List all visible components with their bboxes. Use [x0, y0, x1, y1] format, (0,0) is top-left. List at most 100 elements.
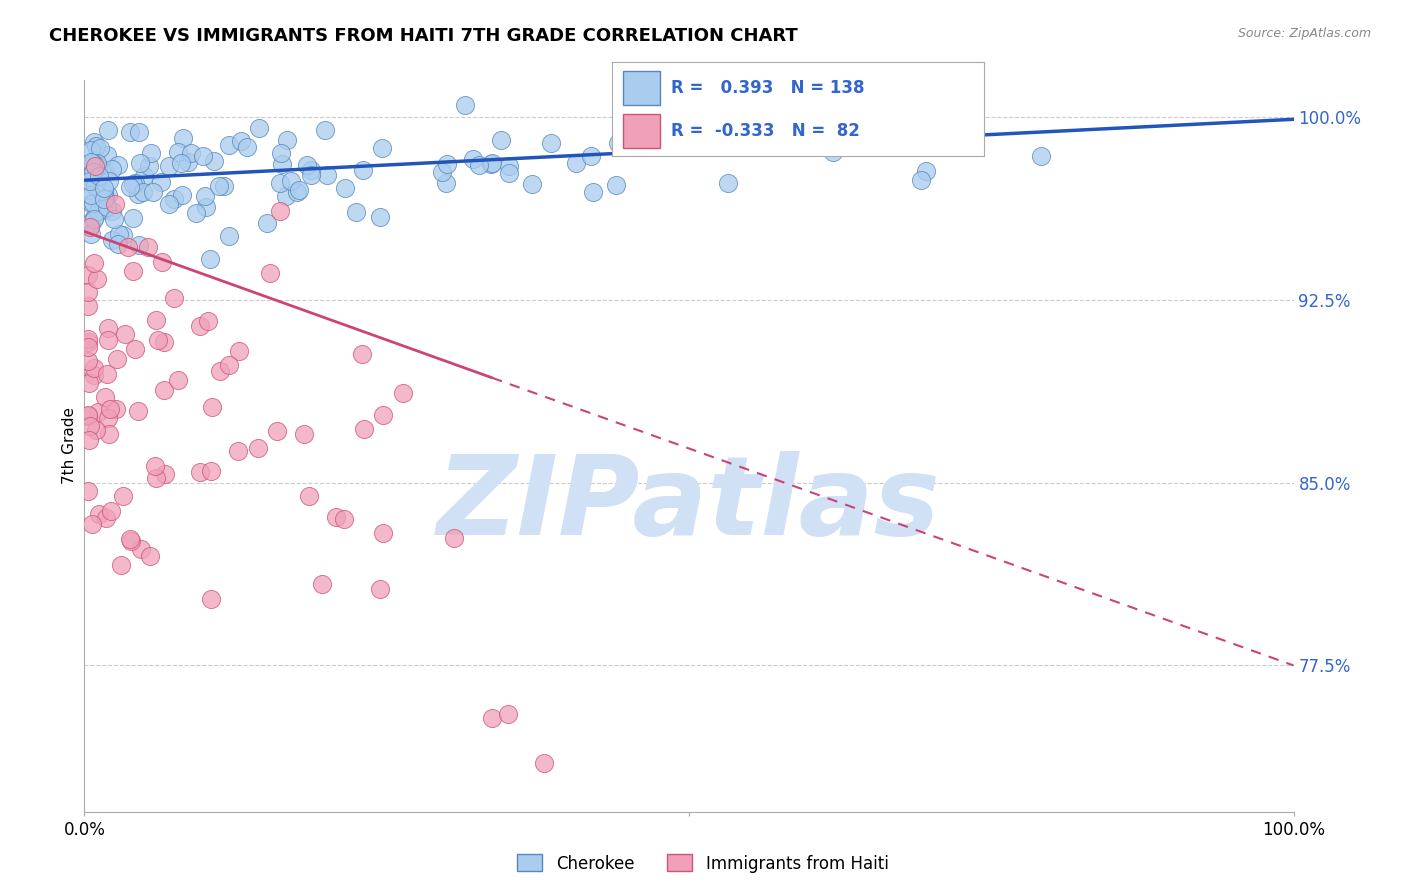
- Point: [202, 154, 225, 169]
- Point: [127, 403, 149, 417]
- Point: [299, 162, 322, 177]
- Point: [79, 155, 101, 169]
- Point: [94, 511, 117, 525]
- Point: [142, 185, 165, 199]
- Point: [108, 227, 131, 241]
- FancyBboxPatch shape: [623, 70, 659, 104]
- Point: [716, 97, 738, 112]
- Point: [186, 206, 208, 220]
- Point: [79, 183, 101, 197]
- Point: [132, 185, 155, 199]
- Point: [77, 354, 100, 368]
- Point: [96, 148, 118, 162]
- Point: [314, 123, 336, 137]
- Point: [139, 145, 162, 160]
- Point: [391, 385, 413, 400]
- Point: [344, 204, 367, 219]
- Point: [533, 756, 555, 770]
- Point: [80, 516, 103, 531]
- Point: [353, 422, 375, 436]
- Point: [97, 411, 120, 425]
- Point: [963, 97, 986, 112]
- Point: [270, 145, 292, 160]
- Point: [333, 181, 356, 195]
- Point: [247, 120, 270, 135]
- Point: [145, 458, 167, 473]
- Point: [155, 467, 177, 482]
- Point: [295, 158, 318, 172]
- Point: [83, 361, 105, 376]
- Point: [188, 319, 211, 334]
- Point: [212, 178, 235, 193]
- Point: [83, 165, 105, 179]
- Point: [94, 390, 117, 404]
- Point: [288, 183, 311, 197]
- Point: [200, 464, 222, 478]
- Point: [269, 204, 291, 219]
- Point: [97, 188, 120, 202]
- Y-axis label: 7th Grade: 7th Grade: [62, 408, 77, 484]
- Point: [717, 176, 740, 190]
- Point: [443, 532, 465, 546]
- Point: [139, 549, 162, 563]
- Point: [915, 164, 938, 178]
- Point: [100, 402, 122, 417]
- Point: [912, 125, 935, 139]
- Point: [117, 240, 139, 254]
- Point: [274, 189, 297, 203]
- Point: [86, 272, 108, 286]
- Point: [80, 197, 103, 211]
- Point: [77, 409, 100, 423]
- Point: [80, 215, 103, 229]
- Point: [79, 174, 101, 188]
- Point: [112, 489, 135, 503]
- Point: [77, 376, 100, 390]
- Point: [90, 184, 112, 198]
- Point: [145, 313, 167, 327]
- Point: [120, 534, 142, 549]
- Point: [932, 118, 955, 132]
- Point: [128, 155, 150, 169]
- Point: [136, 240, 159, 254]
- Point: [256, 216, 278, 230]
- Point: [188, 465, 211, 479]
- Point: [110, 558, 132, 572]
- Point: [94, 191, 117, 205]
- Point: [316, 169, 339, 183]
- Point: [150, 255, 173, 269]
- Point: [823, 145, 845, 160]
- Point: [79, 169, 101, 184]
- Point: [77, 268, 100, 282]
- Point: [107, 237, 129, 252]
- Point: [80, 172, 103, 186]
- Point: [104, 196, 127, 211]
- Point: [83, 211, 105, 226]
- Point: [77, 335, 100, 350]
- Point: [231, 135, 253, 149]
- Point: [97, 334, 120, 348]
- Point: [582, 185, 605, 199]
- Point: [180, 145, 202, 160]
- Point: [498, 159, 520, 173]
- Point: [87, 169, 110, 184]
- Point: [87, 507, 110, 521]
- Point: [96, 200, 118, 214]
- Point: [235, 140, 257, 154]
- Point: [218, 138, 240, 153]
- Point: [522, 177, 544, 191]
- Point: [122, 177, 145, 191]
- Legend: Cherokee, Immigrants from Haiti: Cherokee, Immigrants from Haiti: [510, 847, 896, 880]
- Point: [80, 227, 103, 241]
- Point: [79, 219, 101, 234]
- Point: [150, 175, 173, 189]
- Point: [79, 419, 101, 434]
- Point: [373, 409, 395, 423]
- Point: [163, 192, 186, 206]
- Point: [97, 123, 120, 137]
- Point: [107, 158, 129, 172]
- Point: [176, 155, 198, 169]
- Point: [77, 409, 100, 424]
- Point: [285, 185, 308, 199]
- Point: [101, 162, 124, 177]
- Point: [132, 169, 155, 183]
